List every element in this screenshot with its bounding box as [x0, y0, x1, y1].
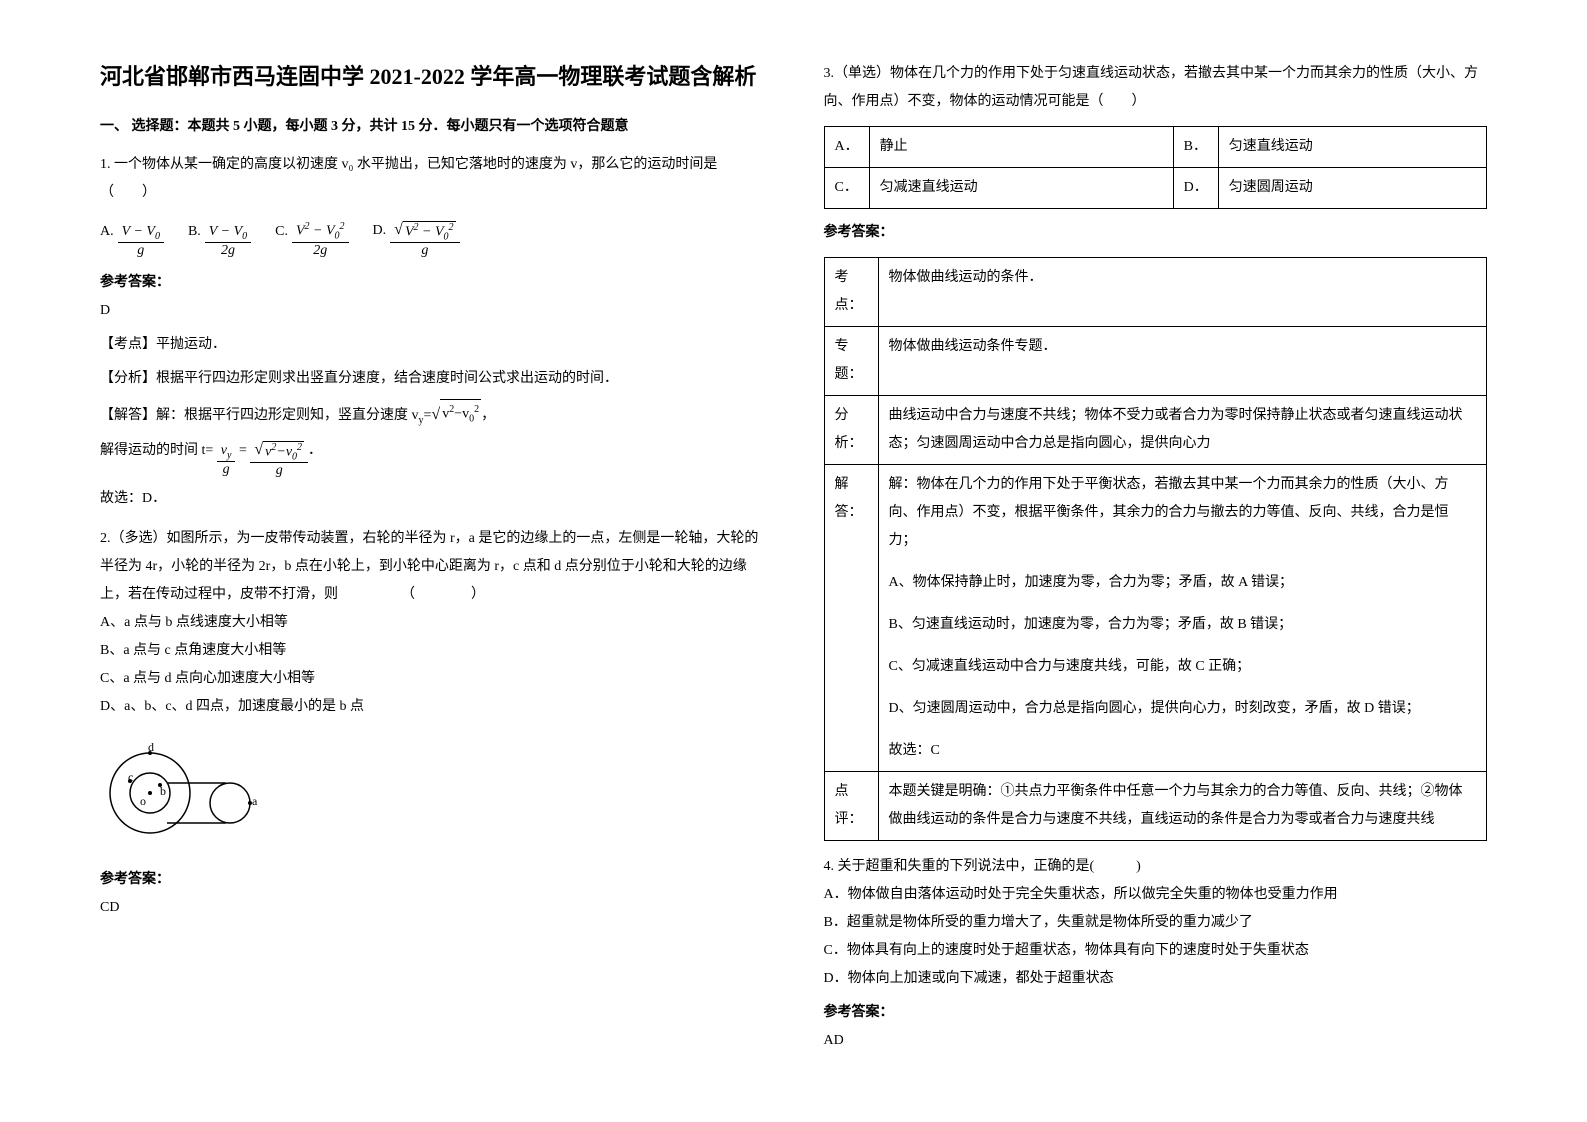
q4-answer-label: 参考答案：: [824, 999, 1488, 1027]
q1-note-1: 【考点】平抛运动．: [100, 331, 764, 359]
q1-answer-letter: D: [100, 297, 764, 325]
q4-opt-c: C．物体具有向上的速度时处于超重状态，物体具有向下的速度时处于失重状态: [824, 937, 1488, 965]
q1-opt-b: B.V − V02g: [188, 218, 251, 258]
question-3: 3.（单选）物体在几个力的作用下处于匀速直线运动状态，若撤去其中某一个力而其余力…: [824, 60, 1488, 841]
q1-opt-a: A.V − V0g: [100, 218, 164, 258]
q3-r2-label: 专题：: [824, 327, 878, 396]
q3-answer-table: 考点： 物体做曲线运动的条件． 专题： 物体做曲线运动条件专题． 分析： 曲线运…: [824, 257, 1488, 841]
q1-opt-c: C.V2 − V022g: [275, 218, 348, 258]
q3-options-table: A． 静止 B． 匀速直线运动 C． 匀减速直线运动 D． 匀速圆周运动: [824, 126, 1488, 209]
q3-cell-d-label: D．: [1173, 168, 1218, 209]
q3-cell-d: 匀速圆周运动: [1218, 168, 1486, 209]
q2-opt-b: B、a 点与 c 点角速度大小相等: [100, 637, 764, 665]
q4-opt-a: A．物体做自由落体运动时处于完全失重状态，所以做完全失重的物体也受重力作用: [824, 881, 1488, 909]
q3-r4: 解：物体在几个力的作用下处于平衡状态，若撤去其中某一个力而其余力的性质（大小、方…: [878, 465, 1487, 772]
q1-note-3: 【解答】解：根据平行四边形定则知，竖直分速度 vy=v2−v02，: [100, 399, 764, 431]
q2-diagram: d c b a o: [100, 733, 764, 854]
q3-cell-a-label: A．: [824, 127, 869, 168]
q1-opt-d: D.V2 − V02g: [373, 217, 460, 259]
page-title: 河北省邯郸市西马连固中学 2021-2022 学年高一物理联考试题含解析: [100, 60, 764, 93]
q2-opt-d: D、a、b、c、d 四点，加速度最小的是 b 点: [100, 693, 764, 721]
q3-r1: 物体做曲线运动的条件．: [878, 258, 1487, 327]
q3-r5-label: 点评：: [824, 772, 878, 841]
q3-stem: 3.（单选）物体在几个力的作用下处于匀速直线运动状态，若撤去其中某一个力而其余力…: [824, 60, 1488, 116]
q2-answer-letter: CD: [100, 894, 764, 922]
q1-options-row: A.V − V0g B.V − V02g C.V2 − V022g D.V2 −…: [100, 217, 764, 259]
q3-cell-b: 匀速直线运动: [1218, 127, 1486, 168]
q2-stem: 2.（多选）如图所示，为一皮带传动装置，右轮的半径为 r，a 是它的边缘上的一点…: [100, 525, 764, 609]
q2-opt-c: C、a 点与 d 点向心加速度大小相等: [100, 665, 764, 693]
q4-opt-d: D．物体向上加速或向下减速，都处于超重状态: [824, 965, 1488, 993]
question-1: 1. 一个物体从某一确定的高度以初速度 v₀ 水平抛出，已知它落地时的速度为 v…: [100, 151, 764, 513]
q1-answer-label: 参考答案：: [100, 269, 764, 297]
q3-r2: 物体做曲线运动条件专题．: [878, 327, 1487, 396]
q3-cell-a: 静止: [869, 127, 1173, 168]
q3-cell-c-label: C．: [824, 168, 869, 209]
svg-text:a: a: [252, 794, 258, 808]
q1-note-5: 故选：D．: [100, 485, 764, 513]
q3-r1-label: 考点：: [824, 258, 878, 327]
q3-r3-label: 分析：: [824, 396, 878, 465]
q3-r4-label: 解答：: [824, 465, 878, 772]
q4-opt-b: B．超重就是物体所受的重力增大了，失重就是物体所受的重力减少了: [824, 909, 1488, 937]
q4-stem: 4. 关于超重和失重的下列说法中，正确的是( ): [824, 853, 1488, 881]
svg-text:o: o: [140, 794, 146, 808]
q3-r3: 曲线运动中合力与速度不共线；物体不受力或者合力为零时保持静止状态或者匀速直线运动…: [878, 396, 1487, 465]
q4-answer-letter: AD: [824, 1027, 1488, 1055]
q3-answer-label: 参考答案：: [824, 219, 1488, 247]
q1-stem: 1. 一个物体从某一确定的高度以初速度 v₀ 水平抛出，已知它落地时的速度为 v…: [100, 151, 764, 207]
section-heading: 一、 选择题：本题共 5 小题，每小题 3 分，共计 15 分．每小题只有一个选…: [100, 113, 764, 141]
q2-answer-label: 参考答案：: [100, 866, 764, 894]
question-4: 4. 关于超重和失重的下列说法中，正确的是( ) A．物体做自由落体运动时处于完…: [824, 853, 1488, 1055]
q3-cell-b-label: B．: [1173, 127, 1218, 168]
q3-cell-c: 匀减速直线运动: [869, 168, 1173, 209]
q2-opt-a: A、a 点与 b 点线速度大小相等: [100, 609, 764, 637]
q3-r5: 本题关键是明确：①共点力平衡条件中任意一个力与其余力的合力等值、反向、共线；②物…: [878, 772, 1487, 841]
q1-note-2: 【分析】根据平行四边形定则求出竖直分速度，结合速度时间公式求出运动的时间．: [100, 365, 764, 393]
q1-note-4: 解得运动的时间 t= vyg = v2−v02g．: [100, 437, 764, 479]
question-2: 2.（多选）如图所示，为一皮带传动装置，右轮的半径为 r，a 是它的边缘上的一点…: [100, 525, 764, 922]
